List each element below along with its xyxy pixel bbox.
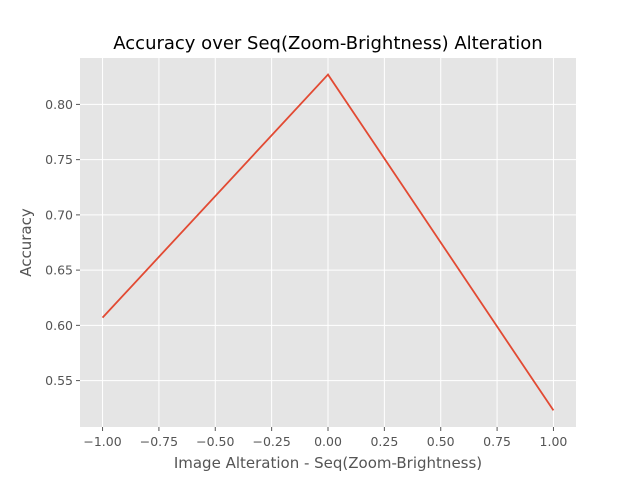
x-tick-label: −0.25 xyxy=(252,434,290,449)
y-tick-label: 0.80 xyxy=(45,97,73,112)
chart-title: Accuracy over Seq(Zoom-Brightness) Alter… xyxy=(113,33,542,54)
x-tick-label: −0.75 xyxy=(140,434,178,449)
series-lines xyxy=(101,73,555,411)
x-tick-label: 0.50 xyxy=(427,434,455,449)
y-tick-label: 0.60 xyxy=(45,318,73,333)
y-axis-ticks: 0.55 0.60 0.65 0.70 0.75 0.80 xyxy=(45,97,80,388)
x-tick-label: 0.75 xyxy=(483,434,511,449)
y-axis-label: Accuracy xyxy=(17,208,35,277)
x-tick-label: 0.25 xyxy=(370,434,398,449)
y-tick-label: 0.55 xyxy=(45,373,73,388)
y-tick-label: 0.75 xyxy=(45,152,73,167)
grid-lines xyxy=(80,58,576,427)
y-tick-label: 0.65 xyxy=(45,263,73,278)
x-tick-label: 0.00 xyxy=(314,434,342,449)
x-tick-label: −1.00 xyxy=(83,434,121,449)
x-axis-ticks: −1.00 −0.75 −0.50 −0.25 0.00 0.25 0.50 0.75 1.00 xyxy=(83,427,567,449)
x-axis-label: Image Alteration - Seq(Zoom-Brightness) xyxy=(174,454,482,472)
series-line xyxy=(101,73,555,411)
x-tick-label: 1.00 xyxy=(540,434,568,449)
x-tick-label: −0.50 xyxy=(196,434,234,449)
y-tick-label: 0.70 xyxy=(45,207,73,222)
